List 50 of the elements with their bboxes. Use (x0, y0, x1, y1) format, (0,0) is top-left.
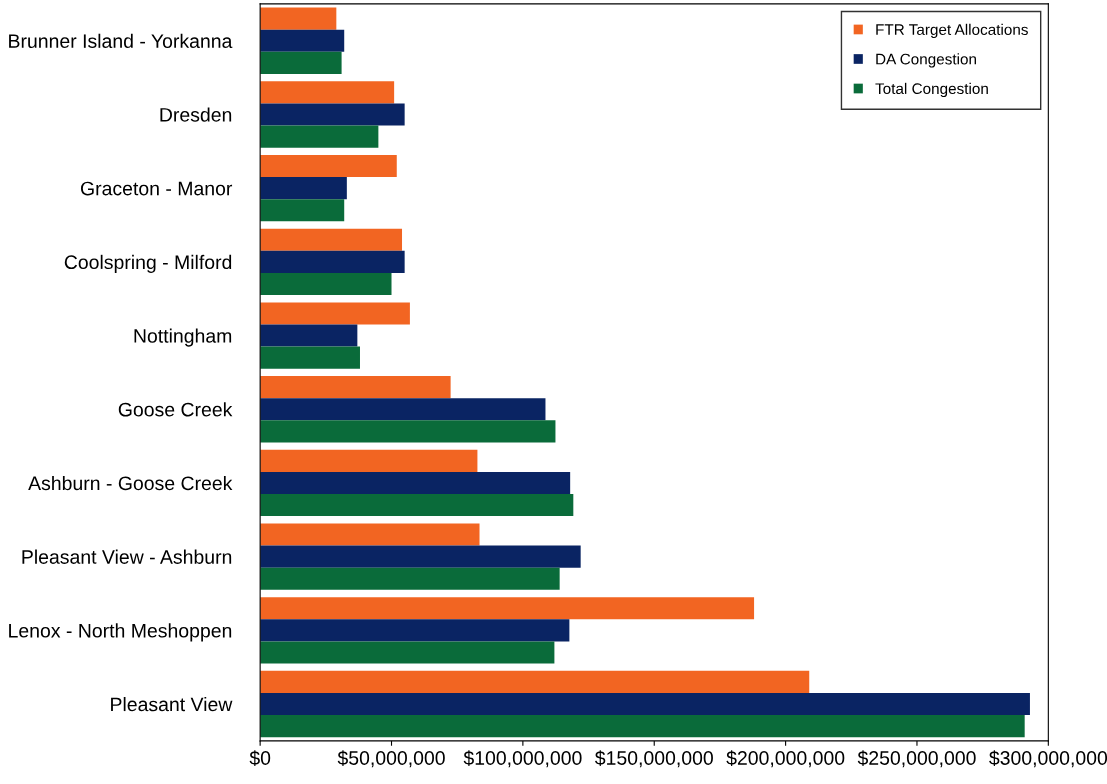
x-tick-label: $0 (249, 750, 271, 767)
x-tick-label: $250,000,000 (857, 750, 976, 768)
bar (260, 125, 379, 148)
y-tick-label: Ashburn - Goose Creek (28, 475, 233, 491)
y-tick-label: Lenox - North Meshoppen (9, 623, 232, 642)
bar (260, 7, 337, 30)
bar (260, 51, 342, 74)
bar (260, 670, 810, 693)
bar (260, 199, 345, 222)
bar (260, 177, 347, 200)
bar (260, 398, 546, 421)
y-tick-label: Goose Creek (118, 402, 233, 417)
bar (260, 545, 581, 568)
bar (260, 619, 570, 642)
bar (260, 523, 480, 546)
legend-label: DA Congestion (876, 53, 976, 68)
x-tick-label: $150,000,000 (594, 750, 713, 768)
x-tick-label: $50,000,000 (337, 750, 445, 768)
legend-label: FTR Target Allocations (876, 23, 1028, 39)
bar (260, 324, 358, 347)
bar (260, 346, 360, 369)
x-tick-label: $200,000,000 (726, 750, 845, 768)
y-tick-label: Coolspring - Milford (64, 254, 232, 273)
x-tick-label: $300,000,000 (989, 750, 1107, 768)
y-tick-label: Brunner Island - Yorkanna (9, 33, 233, 48)
bar (260, 228, 403, 251)
bar (260, 471, 571, 494)
bar (260, 103, 405, 126)
bar (260, 641, 555, 664)
bar (260, 155, 397, 178)
bar (260, 250, 405, 273)
bar (260, 494, 574, 517)
bar (260, 376, 451, 399)
bar (260, 715, 1025, 738)
bar (260, 449, 478, 472)
bar (260, 420, 556, 443)
y-tick-label: Nottingham (134, 328, 232, 347)
bar (260, 272, 392, 296)
y-tick-label: Pleasant View - Ashburn (22, 549, 232, 564)
x-tick-label: $100,000,000 (463, 750, 582, 768)
bar (260, 692, 1030, 716)
bar (260, 81, 395, 104)
y-tick-label: Pleasant View (111, 696, 233, 712)
bar (260, 567, 560, 590)
legend-label: Total Congestion (875, 82, 988, 98)
bar (260, 302, 410, 325)
bar (260, 29, 345, 52)
y-tick-label: Graceton - Manor (80, 181, 233, 196)
bar (260, 597, 755, 620)
y-tick-label: Dresden (160, 107, 232, 122)
